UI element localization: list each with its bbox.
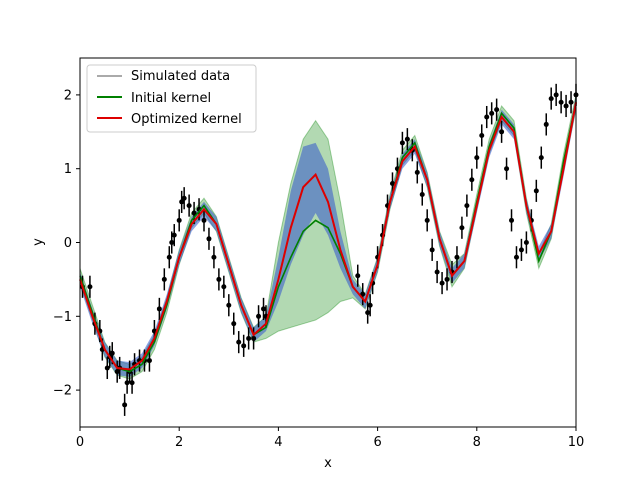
data-point <box>568 99 574 105</box>
data-point <box>246 335 252 341</box>
data-point <box>474 155 480 161</box>
data-point <box>146 358 152 364</box>
legend: Simulated data Initial kernel Optimized … <box>86 64 257 133</box>
y-axis: −2 −1 0 1 2 <box>53 88 80 399</box>
data-point <box>479 132 485 138</box>
data-point <box>171 232 177 238</box>
data-point <box>553 92 559 98</box>
data-point <box>231 321 237 327</box>
x-axis-label: x <box>324 456 332 471</box>
data-point <box>484 114 490 120</box>
data-point <box>236 339 242 345</box>
data-point <box>166 254 172 260</box>
y-tick-label: 2 <box>64 88 72 103</box>
data-point <box>563 103 569 109</box>
data-point <box>489 110 495 116</box>
data-point <box>499 129 505 135</box>
data-point <box>176 217 182 223</box>
legend-label-optimized-kernel: Optimized kernel <box>131 112 242 127</box>
x-axis: 0 2 4 6 8 10 <box>76 427 584 450</box>
data-point <box>156 306 162 312</box>
data-point <box>439 280 445 286</box>
legend-box <box>86 64 257 133</box>
y-tick-label: 1 <box>64 162 72 177</box>
initial-kernel-mean-line <box>79 102 577 373</box>
data-point <box>558 99 564 105</box>
data-point <box>414 169 420 175</box>
data-point <box>256 313 262 319</box>
data-point <box>261 306 267 312</box>
x-tick-label: 8 <box>473 435 481 450</box>
data-point <box>241 343 247 349</box>
data-point <box>419 192 425 198</box>
data-point <box>226 302 232 308</box>
y-tick-label: −2 <box>53 384 72 399</box>
data-point <box>206 236 212 242</box>
data-point <box>464 203 470 209</box>
data-point <box>216 276 222 282</box>
data-point <box>104 365 110 371</box>
data-point <box>161 276 167 282</box>
x-tick-label: 10 <box>568 435 585 450</box>
plot-area <box>79 83 579 416</box>
legend-label-simulated-data: Simulated data <box>131 69 230 84</box>
data-point <box>181 195 187 201</box>
data-point <box>548 96 554 102</box>
data-point <box>389 180 395 186</box>
data-point <box>109 350 115 356</box>
y-tick-label: −1 <box>53 310 72 325</box>
data-point <box>360 291 366 297</box>
y-tick-label: 0 <box>64 236 72 251</box>
data-point <box>513 254 519 260</box>
data-point <box>399 140 405 146</box>
x-tick-label: 6 <box>373 435 381 450</box>
legend-label-initial-kernel: Initial kernel <box>131 91 211 106</box>
data-point <box>124 380 130 386</box>
x-tick-label: 2 <box>175 435 183 450</box>
x-tick-label: 4 <box>274 435 282 450</box>
data-point <box>504 166 510 172</box>
data-point <box>87 284 93 290</box>
data-point <box>538 155 544 161</box>
data-point <box>509 217 515 223</box>
data-point <box>122 402 128 408</box>
data-point <box>114 369 120 375</box>
data-point <box>129 380 135 386</box>
data-point <box>191 210 197 216</box>
data-point <box>355 273 361 279</box>
data-point <box>429 247 435 253</box>
data-point <box>367 302 373 308</box>
data-point <box>365 310 371 316</box>
y-axis-label: y <box>31 238 46 246</box>
data-point <box>404 136 410 142</box>
data-point <box>179 199 185 205</box>
data-point <box>169 240 175 245</box>
data-point <box>211 254 217 260</box>
data-point <box>424 217 430 223</box>
data-point <box>523 240 529 245</box>
optimized-kernel-mean-line <box>79 102 577 371</box>
data-point <box>459 225 465 231</box>
x-tick-label: 0 <box>76 435 84 450</box>
data-point <box>251 335 257 341</box>
data-point <box>518 247 524 253</box>
data-point <box>201 217 207 223</box>
data-point <box>221 284 227 290</box>
data-point <box>186 203 192 209</box>
data-point <box>454 254 460 260</box>
data-point <box>469 177 475 183</box>
data-point <box>444 276 450 282</box>
data-point <box>533 188 539 194</box>
data-point <box>494 107 500 113</box>
data-point <box>434 269 440 275</box>
data-point <box>543 121 549 127</box>
